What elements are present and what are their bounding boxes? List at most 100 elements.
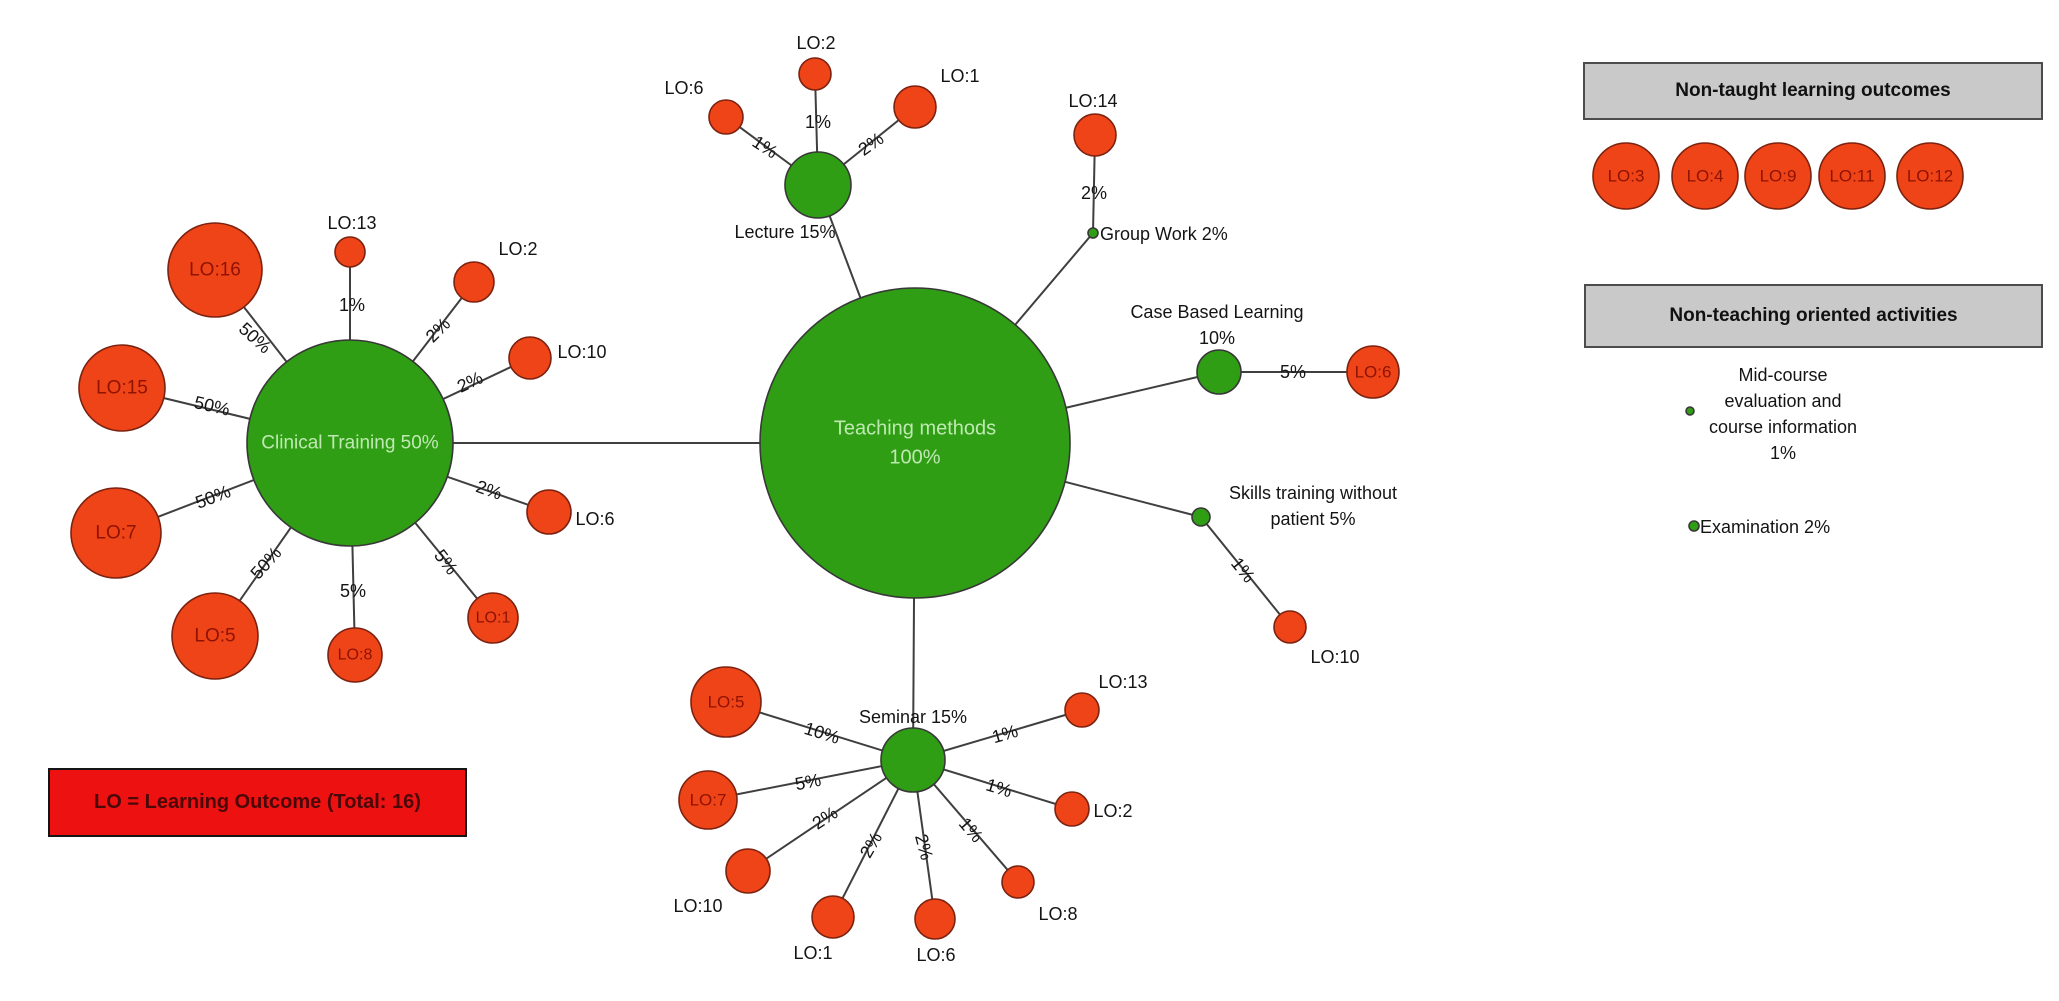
node-label-c13: LO:13 — [327, 213, 376, 233]
node-label-cbl: 10% — [1199, 328, 1235, 348]
edge-weight-label: 5% — [1280, 362, 1306, 382]
node-label-n9: LO:9 — [1760, 167, 1797, 186]
edge-weight-label: 2% — [856, 829, 886, 862]
outcome-node-c10 — [508, 336, 552, 380]
edge-weight-label: 2% — [911, 832, 937, 862]
edge-seminar-se7 — [707, 759, 914, 801]
node-label-g14: LO:14 — [1068, 91, 1117, 111]
outcome-node-n3 — [1592, 142, 1660, 210]
outcome-node-n11 — [1818, 142, 1886, 210]
node-label-c16: LO:16 — [189, 260, 241, 281]
outcome-node-n4 — [1671, 142, 1739, 210]
node-label-se8: LO:8 — [1038, 904, 1077, 924]
node-label-se13: LO:13 — [1098, 672, 1147, 692]
node-label-se7: LO:7 — [690, 791, 727, 810]
edge-weight-label: 1% — [339, 295, 365, 315]
node-label-teaching: 100% — [889, 446, 940, 468]
edge-weight-label: 2% — [809, 803, 842, 834]
edge-weight-label: 50% — [193, 481, 234, 513]
node-label-se1: LO:1 — [793, 943, 832, 963]
node-label-clinical: Clinical Training 50% — [261, 433, 439, 454]
edge-weight-label: 50% — [247, 543, 286, 583]
method-node-midcourse — [1685, 406, 1695, 416]
outcome-node-se10 — [725, 848, 771, 894]
outcome-node-l6 — [708, 99, 744, 135]
non-teaching-legend-title: Non-teaching oriented activities — [1584, 284, 2043, 348]
outcome-node-se6 — [914, 898, 956, 940]
method-node-exam — [1688, 520, 1700, 532]
outcome-node-l1 — [893, 85, 937, 129]
method-node-seminar — [880, 727, 946, 793]
outcome-node-n9 — [1744, 142, 1812, 210]
outcome-node-se7 — [678, 770, 738, 830]
outcome-node-l2 — [798, 57, 832, 91]
method-node-teaching — [759, 287, 1071, 599]
outcome-node-n12 — [1896, 142, 1964, 210]
edge-weight-label: 2% — [1081, 183, 1107, 203]
node-label-l1: LO:1 — [940, 66, 979, 86]
method-node-lecture — [784, 151, 852, 219]
outcome-node-s10 — [1273, 610, 1307, 644]
edge-weight-label: 50% — [192, 392, 232, 420]
edge-weight-label: 50% — [235, 319, 275, 358]
node-label-c15: LO:15 — [96, 378, 148, 399]
node-label-se10: LO:10 — [673, 896, 722, 916]
node-label-se5: LO:5 — [708, 693, 745, 712]
node-label-n3: LO:3 — [1608, 167, 1645, 186]
node-label-c8: LO:8 — [338, 647, 373, 664]
outcome-node-c1 — [467, 592, 519, 644]
node-label-cb6: LO:6 — [1355, 363, 1392, 382]
edge-weight-label: 5% — [340, 581, 366, 601]
node-label-n4: LO:4 — [1687, 167, 1724, 186]
outcome-node-se8 — [1001, 865, 1035, 899]
non-taught-legend-title: Non-taught learning outcomes — [1583, 62, 2043, 120]
node-label-se6: LO:6 — [916, 945, 955, 965]
method-node-skills — [1191, 507, 1211, 527]
node-label-midcourse: Mid-course — [1738, 365, 1827, 385]
node-label-c2: LO:2 — [498, 239, 537, 259]
learning-outcome-key-box: LO = Learning Outcome (Total: 16) — [48, 768, 467, 837]
node-label-skills: Skills training without — [1229, 483, 1397, 503]
node-label-n12: LO:12 — [1907, 167, 1953, 186]
outcome-node-c2 — [453, 261, 495, 303]
outcome-node-se5 — [690, 666, 762, 738]
node-label-groupwork: Group Work 2% — [1100, 224, 1228, 244]
node-label-exam: Examination 2% — [1700, 517, 1830, 537]
edge-weight-label: 1% — [984, 775, 1015, 802]
node-label-teaching: Teaching methods — [834, 418, 996, 440]
outcome-node-se13 — [1064, 692, 1100, 728]
method-node-clinical — [246, 339, 454, 547]
node-label-l2: LO:2 — [796, 33, 835, 53]
outcome-node-c16 — [167, 222, 263, 318]
edge-weight-label: 2% — [422, 314, 455, 347]
node-label-l6: LO:6 — [664, 78, 703, 98]
method-node-cbl — [1196, 349, 1242, 395]
method-node-groupwork — [1087, 227, 1099, 239]
edge-weight-label: 2% — [473, 476, 504, 503]
node-label-cbl: Case Based Learning — [1130, 302, 1303, 322]
node-label-n11: LO:11 — [1829, 167, 1874, 186]
node-label-midcourse: 1% — [1770, 443, 1796, 463]
edge-seminar-se10 — [747, 759, 914, 872]
node-label-midcourse: course information — [1709, 417, 1857, 437]
outcome-node-g14 — [1073, 113, 1117, 157]
node-label-lecture: Lecture 15% — [734, 222, 835, 242]
outcome-node-se1 — [811, 895, 855, 939]
node-label-c6: LO:6 — [575, 509, 614, 529]
edge-weight-label: 5% — [793, 770, 822, 795]
outcome-node-cb6 — [1346, 345, 1400, 399]
node-label-c5: LO:5 — [194, 626, 235, 647]
node-label-c10: LO:10 — [557, 342, 606, 362]
node-label-se2: LO:2 — [1093, 801, 1132, 821]
node-label-seminar: Seminar 15% — [859, 707, 967, 727]
node-label-skills: patient 5% — [1270, 509, 1355, 529]
outcome-node-c8 — [327, 627, 383, 683]
edge-skills-s10 — [1200, 516, 1291, 628]
node-label-midcourse: evaluation and — [1724, 391, 1841, 411]
node-label-c1: LO:1 — [476, 610, 511, 627]
outcome-node-c5 — [171, 592, 259, 680]
outcome-node-c6 — [526, 489, 572, 535]
outcome-node-c7 — [70, 487, 162, 579]
